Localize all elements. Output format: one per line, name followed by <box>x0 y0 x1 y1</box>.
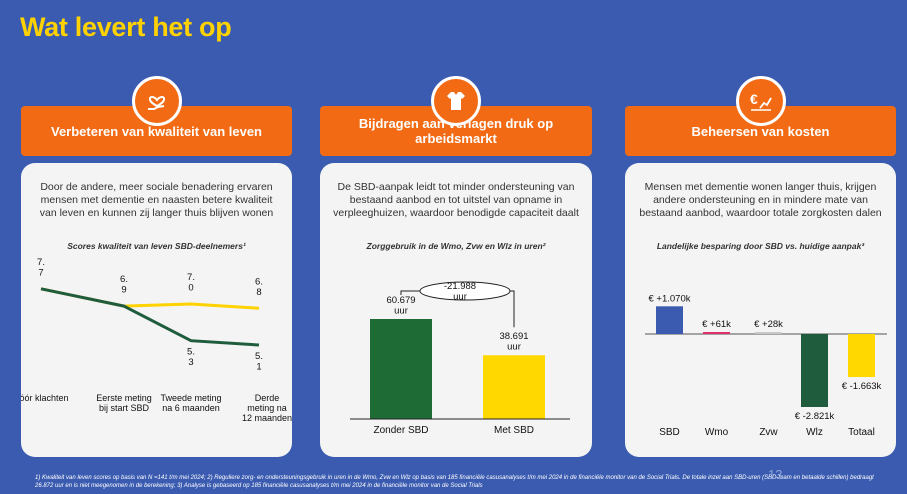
x-tick-label: Tweede meting na 6 maanden <box>160 393 221 413</box>
panel-body-costs: Mensen met dementie wonen langer thuis, … <box>625 163 896 457</box>
svg-text:€: € <box>750 91 758 107</box>
x-tick-label: Totaal <box>848 427 875 438</box>
panel-description: Mensen met dementie wonen langer thuis, … <box>639 181 882 219</box>
panel-body-labor: De SBD-aanpak leidt tot minder ondersteu… <box>320 163 592 457</box>
bar <box>656 306 683 334</box>
bar-chart-savings: € +1.070k SBD € +61k Wmo € +28k Zvw € -2.821k W… <box>645 293 887 438</box>
data-label: 6. 8 <box>255 276 263 298</box>
x-tick-label: Vóór klachten <box>21 393 69 403</box>
bar-value-label: 60.679 uur <box>386 295 415 317</box>
x-tick-label: Wmo <box>705 427 729 438</box>
line-chart-quality: 7.7 6.9 7.0 6.8 5.3 5.1 Vóór klachten Eerste me… <box>21 258 292 423</box>
panel-body-quality: Door de andere, meer sociale benadering … <box>21 163 292 457</box>
euro-growth-icon: € <box>736 76 786 126</box>
bar <box>370 319 432 419</box>
panel-description: De SBD-aanpak leidt tot minder ondersteu… <box>333 181 579 219</box>
series-line <box>40 287 260 310</box>
bar-value-label: 38.691 uur <box>499 331 528 353</box>
bar-value-label: € +28k <box>754 319 783 330</box>
x-tick-label: Zvw <box>759 427 778 438</box>
difference-connector <box>400 290 515 328</box>
page-number: 13 <box>768 467 783 482</box>
difference-label: -21.988 uur <box>444 281 476 303</box>
data-label: 5. 1 <box>255 351 263 373</box>
chart-title: Zorggebruik in de Wmo, Zvw en Wlz in ure… <box>366 241 546 251</box>
heart-hand-icon <box>132 76 182 126</box>
x-tick-label: Zonder SBD <box>373 425 428 436</box>
footnote: 1) Kwaliteit van leven scores op basis v… <box>35 475 874 489</box>
bar-value-label: € +1.070k <box>649 293 691 304</box>
x-tick-label: Met SBD <box>494 425 534 436</box>
bar <box>703 332 730 334</box>
data-label: 7. 7 <box>37 258 45 278</box>
shirt-icon <box>431 76 481 126</box>
panel-description: Door de andere, meer sociale benadering … <box>39 181 274 219</box>
series-line <box>40 287 260 347</box>
bar-value-label: € +61k <box>702 319 731 330</box>
chart-title: Landelijke besparing door SBD vs. huidig… <box>656 241 865 251</box>
bar <box>848 334 875 378</box>
bar-value-label: € -1.663k <box>842 381 882 392</box>
bar <box>483 355 545 419</box>
data-label: 7. 0 <box>187 272 195 294</box>
chart-title: Scores kwaliteit van leven SBD-deelnemer… <box>67 241 246 251</box>
x-tick-label: Derde meting na 12 maanden <box>242 393 292 423</box>
bar <box>755 332 782 334</box>
page-title: Wat levert het op <box>20 12 232 42</box>
bar-chart-care-hours: 60.679 uur Zonder SBD 38.691 uur Met SBD -21.9… <box>350 281 570 436</box>
bar-value-label: € -2.821k <box>795 411 835 422</box>
x-tick-label: Wlz <box>806 427 823 438</box>
data-label: 6. 9 <box>120 274 128 296</box>
data-label: 5. 3 <box>187 347 195 369</box>
x-tick-label: Eerste meting bij start SBD <box>96 393 152 413</box>
bar <box>801 334 828 407</box>
x-tick-label: SBD <box>659 427 680 438</box>
difference-ellipse <box>419 281 511 301</box>
